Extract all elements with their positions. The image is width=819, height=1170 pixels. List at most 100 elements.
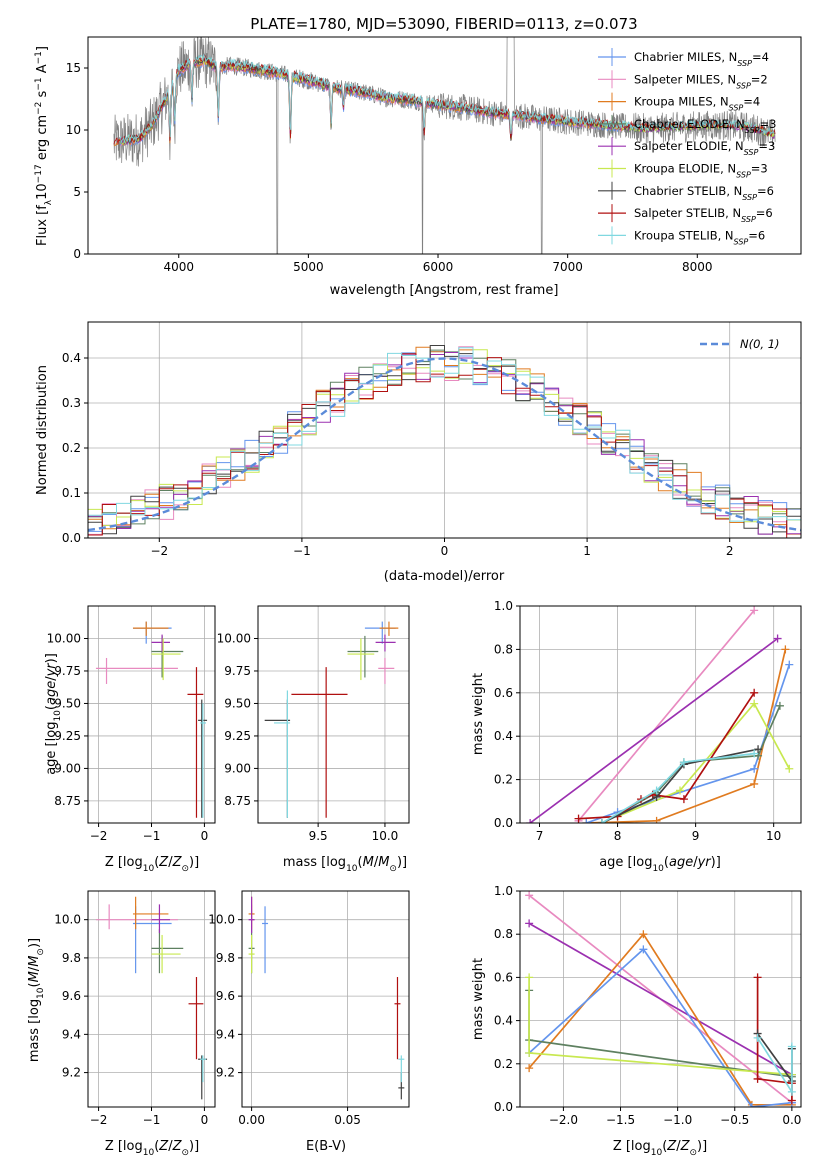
series-line	[528, 977, 792, 1076]
y-tick-label: 9.25	[54, 729, 81, 743]
series-line	[601, 752, 755, 823]
age-label: age [log10(age/yr)]	[44, 653, 63, 775]
series-line	[601, 705, 781, 823]
series-marker	[787, 1096, 796, 1105]
legend-entry: Kroupa ELODIE, NSSP=3	[634, 162, 768, 180]
mass-weight-vs-Z-panel: −2.0 −1.5 −1.0 −0.5 0.0 0.0 0.2 0.4 0.6 0.8 1.0 Z […	[471, 884, 802, 1158]
errorbar-point	[274, 690, 291, 818]
y-tick-label: 0.4	[62, 351, 81, 365]
y-tick-label: 9.8	[62, 951, 81, 965]
errorbar-point	[398, 1055, 405, 1083]
y-tick-label: 9.8	[216, 951, 235, 965]
mass-vs-EBV-frame	[241, 890, 410, 1108]
series-marker	[750, 779, 759, 788]
errorbar-point	[375, 634, 396, 652]
errorbar-point	[248, 934, 255, 974]
normal-curve	[88, 357, 801, 532]
y-tick-label: 9.00	[224, 761, 251, 775]
x-tick-label: 4000	[163, 260, 194, 274]
x-tick-label: 9.5	[309, 829, 328, 843]
residuals-frame	[87, 321, 802, 539]
age-vs-Z-frame	[87, 605, 216, 824]
x-tick-label: 0	[441, 544, 449, 558]
series-marker	[750, 749, 759, 758]
mass-weight-vs-Z-frame	[519, 890, 802, 1108]
errorbar-point	[95, 657, 178, 684]
weight-series	[525, 919, 796, 1079]
x-tick-label: 5000	[293, 260, 324, 274]
series-marker	[787, 1087, 796, 1096]
y-tick-label: 9.2	[62, 1066, 81, 1080]
y-tick-label: 9.6	[62, 989, 81, 1003]
x-tick-label: 10	[766, 829, 781, 843]
series-marker	[652, 786, 661, 795]
errorbar-point	[151, 638, 181, 681]
spectrum-title: PLATE=1780, MJD=53090, FIBERID=0113, z=0…	[250, 15, 637, 33]
y-tick-label: 1.0	[494, 599, 513, 613]
y-tick-label: 9.25	[224, 729, 251, 743]
spectrum-frame	[87, 36, 802, 255]
errorbar-point	[151, 934, 181, 974]
x-tick-label: 8000	[682, 260, 713, 274]
errorbar-point	[151, 904, 171, 934]
series-marker	[754, 745, 763, 754]
z-xlabel: Z [log10(Z/Z⊙)]	[613, 1139, 707, 1158]
age-vs-mass-panel: 9.5 10.0 8.75 9.00 9.25 9.50 9.75 10.00 mass [lo…	[217, 605, 410, 874]
legend-entry: Salpeter MILES, NSSP=2	[634, 72, 768, 90]
series-marker	[526, 819, 535, 823]
errorbar-point	[132, 621, 169, 636]
errorbar-point	[262, 906, 269, 974]
series-marker	[639, 930, 648, 939]
y-tick-label: 0	[73, 247, 81, 261]
series-line	[528, 922, 793, 1076]
x-tick-label: 7000	[552, 260, 583, 274]
series-line	[756, 1037, 793, 1095]
x-tick-label: 0	[201, 829, 209, 843]
series-marker	[676, 786, 685, 795]
ebv-xlabel: E(B-V)	[306, 1139, 346, 1154]
x-tick-label: 10.0	[372, 829, 399, 843]
age-vs-mass-frame	[257, 605, 410, 824]
y-tick-label: 10	[66, 123, 81, 137]
x-tick-label: 0.0	[782, 1113, 801, 1127]
series-line	[528, 948, 792, 1107]
x-tick-label: −2.0	[549, 1113, 578, 1127]
errorbar-point	[347, 635, 379, 678]
residuals-xlabel: (data-model)/error	[384, 569, 505, 584]
y-tick-label: 0.2	[494, 773, 513, 787]
x-tick-label: −1.0	[663, 1113, 692, 1127]
spectrum-panel: 4000 5000 6000 7000 8000 0 5 10 15 PLATE=1780, MJ…	[34, 15, 802, 298]
legend-entry: Chabrier STELIB, NSSP=6	[634, 184, 774, 202]
y-tick-label: 0.4	[494, 729, 513, 743]
x-tick-label: 2	[726, 544, 734, 558]
legend-entry: N(0, 1)	[740, 337, 780, 351]
series-lines	[525, 891, 796, 1107]
histograms	[88, 345, 801, 538]
y-tick-label: 0.1	[62, 486, 81, 500]
x-tick-label: 8	[614, 829, 622, 843]
x-tick-label: 6000	[423, 260, 454, 274]
mass-weight-ylabel: mass weight	[471, 673, 486, 755]
weight-series	[597, 749, 759, 823]
errorbars	[95, 621, 208, 818]
series-marker	[753, 973, 762, 982]
y-tick-label: 9.4	[62, 1027, 81, 1041]
y-tick-label: 0.8	[494, 927, 513, 941]
weight-series	[753, 1033, 796, 1096]
series-marker	[781, 645, 790, 654]
y-tick-label: 10.00	[217, 631, 251, 645]
legend-entry: Kroupa STELIB, NSSP=6	[634, 228, 765, 246]
series-marker	[753, 1074, 762, 1083]
residuals-ylabel: Normed distribution	[35, 365, 50, 495]
errorbar-point	[248, 896, 255, 934]
x-tick-label: 1	[583, 544, 591, 558]
weight-series	[525, 945, 796, 1107]
mass-weight-ylabel: mass weight	[471, 958, 486, 1040]
z-xlabel: Z [log10(Z/Z⊙)]	[105, 1139, 199, 1158]
mass-label: mass [log10(M/M⊙)]	[283, 855, 407, 874]
model-spectrum	[113, 55, 776, 145]
series-lines	[526, 606, 794, 823]
age-label: age [log10(age/yr)]	[599, 855, 721, 874]
x-tick-label: −2	[90, 1113, 108, 1127]
